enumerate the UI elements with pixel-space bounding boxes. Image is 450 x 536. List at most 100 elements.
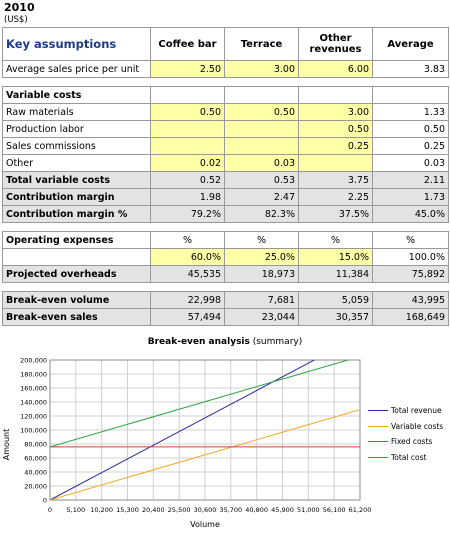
y-tick-label: 120,000 <box>20 413 47 421</box>
value-cell: 79.2% <box>150 205 225 223</box>
input-cell[interactable] <box>298 154 373 172</box>
row-label: Total variable costs <box>2 171 151 189</box>
x-tick-label: 5,100 <box>67 506 86 514</box>
input-cell[interactable]: 0.25 <box>298 137 373 155</box>
y-tick-label: 100,000 <box>20 427 47 435</box>
input-cell[interactable]: 0.02 <box>150 154 225 172</box>
input-cell[interactable]: 0.50 <box>298 120 373 138</box>
value-cell: 18,973 <box>224 265 299 283</box>
value-cell: 0.52 <box>150 171 225 189</box>
y-tick-label: 40,000 <box>24 469 47 477</box>
row-label: Break-even volume <box>2 291 151 309</box>
breakeven-chart: 0 20,000 40,000 60,000 80,000 100,000 120,000 1… <box>20 357 371 515</box>
y-tick-label: 180,000 <box>20 371 47 379</box>
input-cell[interactable]: 25.0% <box>224 248 299 266</box>
x-tick-label: 40,800 <box>245 506 268 514</box>
input-cell[interactable]: 15.0% <box>298 248 373 266</box>
input-cell[interactable] <box>224 120 299 138</box>
table-row: Raw materials 0.50 0.50 3.00 1.33 <box>2 103 449 121</box>
column-header-coffee-bar: Coffee bar <box>150 27 225 61</box>
row-label: Average sales price per unit <box>2 60 151 78</box>
percent-header: % <box>150 231 225 249</box>
input-cell[interactable]: 60.0% <box>150 248 225 266</box>
x-tick-label: 56,100 <box>323 506 346 514</box>
value-cell: 0.25 <box>372 137 449 155</box>
column-header-average: Average <box>372 27 449 61</box>
value-cell: 45.0% <box>372 205 449 223</box>
table-row: Production labor 0.50 0.50 <box>2 120 449 138</box>
row-label: Contribution margin <box>2 188 151 206</box>
table-row: 60.0% 25.0% 15.0% 100.0% <box>2 248 449 266</box>
value-cell: 75,892 <box>372 265 449 283</box>
section-title: Operating expenses <box>2 231 151 249</box>
chart-title-bold: Break-even analysis <box>147 337 250 347</box>
x-tick-label: 35,700 <box>219 506 242 514</box>
column-header-other-revenues: Other revenues <box>298 27 373 61</box>
legend-item-variable-costs: Variable costs <box>368 419 448 435</box>
input-cell[interactable]: 2.50 <box>150 60 225 78</box>
x-tick-label: 0 <box>48 506 52 514</box>
chart-legend: Total revenue Variable costs Fixed costs To… <box>368 403 448 465</box>
value-cell: 43,995 <box>372 291 449 309</box>
report-year: 2010 <box>4 1 35 14</box>
series-line-total-revenue <box>50 360 316 500</box>
input-cell[interactable]: 3.00 <box>224 60 299 78</box>
row-label: Raw materials <box>2 103 151 121</box>
legend-item-total-cost: Total cost <box>368 450 448 466</box>
input-cell[interactable]: 6.00 <box>298 60 373 78</box>
value-cell: 0.53 <box>224 171 299 189</box>
section-header-row: Operating expenses % % % % <box>2 231 449 249</box>
value-cell: 0.50 <box>372 120 449 138</box>
value-cell: 1.73 <box>372 188 449 206</box>
x-tick-label: 45,900 <box>271 506 294 514</box>
input-cell[interactable] <box>150 137 225 155</box>
value-cell: 168,649 <box>372 308 449 326</box>
row-label: Other <box>2 154 151 172</box>
percent-header: % <box>298 231 373 249</box>
total-row: Contribution margin 1.98 2.47 2.25 1.73 <box>2 188 449 206</box>
spacer-row <box>2 222 449 232</box>
value-cell: 100.0% <box>372 248 449 266</box>
value-cell: 45,535 <box>150 265 225 283</box>
legend-label: Total cost <box>391 452 427 462</box>
input-cell[interactable] <box>150 120 225 138</box>
x-tick-label: 30,600 <box>194 506 217 514</box>
row-label: Contribution margin % <box>2 205 151 223</box>
section-title: Variable costs <box>2 86 151 104</box>
input-cell[interactable]: 0.03 <box>224 154 299 172</box>
total-row: Projected overheads 45,535 18,973 11,384… <box>2 265 449 283</box>
value-cell: 0.03 <box>372 154 449 172</box>
series-line-variable-costs <box>50 409 360 500</box>
percent-header: % <box>224 231 299 249</box>
total-row: Break-even volume 22,998 7,681 5,059 43,… <box>2 291 449 309</box>
y-tick-label: 60,000 <box>24 455 47 463</box>
input-cell[interactable]: 3.00 <box>298 103 373 121</box>
value-cell: 2.11 <box>372 171 449 189</box>
input-cell[interactable]: 0.50 <box>224 103 299 121</box>
input-cell[interactable] <box>224 137 299 155</box>
assumptions-table: Key assumptions Coffee bar Terrace Other… <box>2 27 449 326</box>
value-cell: 22,998 <box>150 291 225 309</box>
column-header-terrace: Terrace <box>224 27 299 61</box>
y-tick-label: 140,000 <box>20 399 47 407</box>
table-row: Average sales price per unit 2.50 3.00 6… <box>2 60 449 78</box>
row-label: Break-even sales <box>2 308 151 326</box>
value-cell: 23,044 <box>224 308 299 326</box>
spacer-row <box>2 77 449 87</box>
value-cell: 82.3% <box>224 205 299 223</box>
series-line-total-cost <box>50 360 350 448</box>
y-tick-label: 20,000 <box>24 483 47 491</box>
table-row: Other 0.02 0.03 0.03 <box>2 154 449 172</box>
x-tick-label: 15,300 <box>116 506 139 514</box>
row-label: Sales commissions <box>2 137 151 155</box>
y-tick-label: 200,000 <box>20 357 47 365</box>
x-tick-label: 20,400 <box>142 506 165 514</box>
x-axis-title: Volume <box>190 520 220 529</box>
legend-item-total-revenue: Total revenue <box>368 403 448 419</box>
legend-label: Fixed costs <box>391 437 433 447</box>
row-label: Production labor <box>2 120 151 138</box>
input-cell[interactable]: 0.50 <box>150 103 225 121</box>
x-tick-label: 25,500 <box>168 506 191 514</box>
legend-item-fixed-costs: Fixed costs <box>368 434 448 450</box>
legend-label: Variable costs <box>391 421 444 431</box>
